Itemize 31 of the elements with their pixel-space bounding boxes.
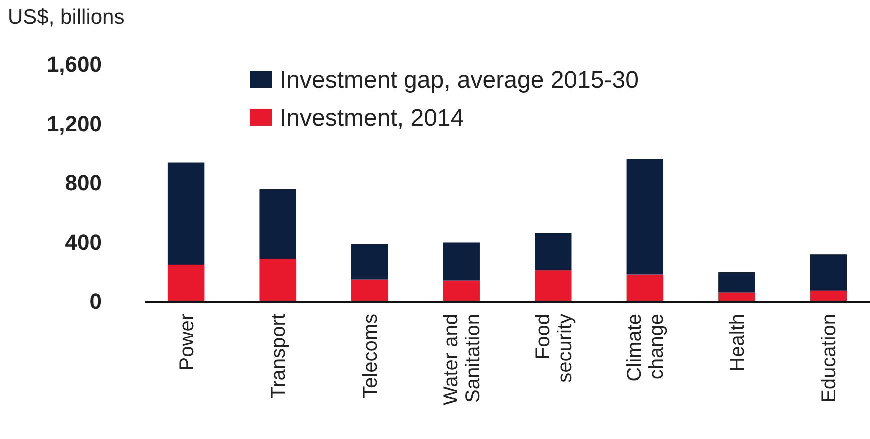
- x-tick-label: Education: [818, 314, 841, 403]
- x-tick-label: Climate change: [624, 314, 668, 382]
- x-tick-label: Water and Sanitation: [440, 314, 485, 406]
- x-tick-label: Power: [176, 314, 198, 371]
- y-tick-label: 1,200: [46, 111, 102, 136]
- bar: [626, 159, 664, 275]
- bar: [443, 280, 480, 302]
- y-axis-title: US$, billions: [8, 6, 125, 29]
- bar: [810, 254, 848, 291]
- bar: [443, 242, 480, 281]
- y-tick-label: 0: [90, 289, 102, 314]
- bar: [351, 280, 388, 302]
- bar: [810, 290, 848, 302]
- legend-label: Investment gap, average 2015-30: [280, 67, 639, 94]
- bar: [168, 162, 205, 265]
- x-tick-label: Health: [726, 314, 749, 372]
- x-tick-label: Transport: [268, 314, 290, 399]
- x-tick-label: Telecoms: [360, 314, 382, 398]
- y-tick-label: 800: [65, 170, 102, 196]
- bar: [535, 233, 572, 270]
- y-tick-label: 400: [65, 230, 102, 255]
- bar: [351, 244, 388, 280]
- bar: [168, 264, 205, 302]
- bar: [260, 189, 296, 260]
- bar: [260, 259, 296, 302]
- bar: [718, 272, 756, 292]
- y-tick-label: 1,600: [46, 52, 102, 78]
- legend-label: Investment, 2014: [280, 105, 464, 132]
- bar: [626, 274, 664, 302]
- x-tick-label: Food security: [532, 314, 576, 383]
- bar: [535, 270, 572, 302]
